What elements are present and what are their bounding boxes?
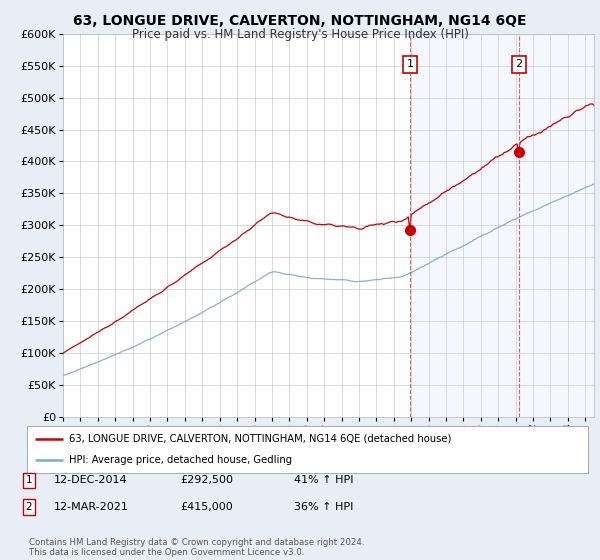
Text: 41% ↑ HPI: 41% ↑ HPI xyxy=(294,475,353,486)
Text: £292,500: £292,500 xyxy=(180,475,233,486)
Text: Price paid vs. HM Land Registry's House Price Index (HPI): Price paid vs. HM Land Registry's House … xyxy=(131,28,469,41)
Text: 12-MAR-2021: 12-MAR-2021 xyxy=(54,502,129,512)
Text: 1: 1 xyxy=(407,59,414,69)
Text: Contains HM Land Registry data © Crown copyright and database right 2024.
This d: Contains HM Land Registry data © Crown c… xyxy=(29,538,364,557)
Text: 1: 1 xyxy=(25,475,32,486)
Text: 36% ↑ HPI: 36% ↑ HPI xyxy=(294,502,353,512)
Text: 2: 2 xyxy=(515,59,523,69)
Bar xyxy=(519,34,594,417)
Text: HPI: Average price, detached house, Gedling: HPI: Average price, detached house, Gedl… xyxy=(69,455,292,465)
Text: £415,000: £415,000 xyxy=(180,502,233,512)
Text: 63, LONGUE DRIVE, CALVERTON, NOTTINGHAM, NG14 6QE: 63, LONGUE DRIVE, CALVERTON, NOTTINGHAM,… xyxy=(73,14,527,28)
Text: 2: 2 xyxy=(25,502,32,512)
Text: 63, LONGUE DRIVE, CALVERTON, NOTTINGHAM, NG14 6QE (detached house): 63, LONGUE DRIVE, CALVERTON, NOTTINGHAM,… xyxy=(69,434,451,444)
Text: 12-DEC-2014: 12-DEC-2014 xyxy=(54,475,128,486)
Bar xyxy=(410,34,519,417)
